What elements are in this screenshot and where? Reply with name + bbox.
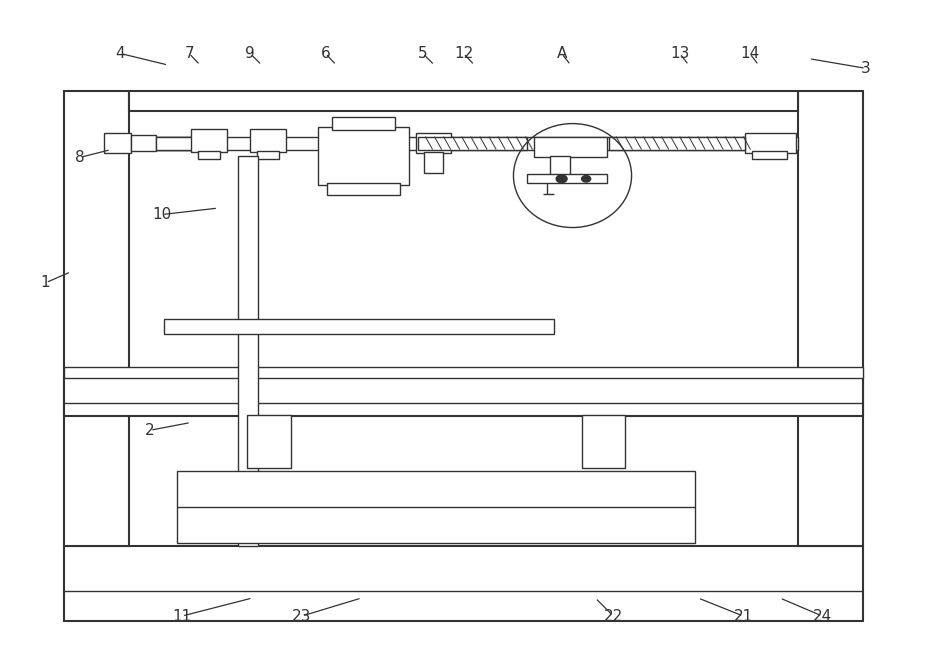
Text: 23: 23 <box>292 609 311 624</box>
Text: 6: 6 <box>321 46 330 61</box>
Bar <box>157 137 211 150</box>
Bar <box>191 129 227 152</box>
Text: 21: 21 <box>733 609 753 624</box>
Bar <box>534 137 607 157</box>
Bar <box>64 377 863 416</box>
Bar <box>238 156 259 546</box>
Bar <box>609 137 745 150</box>
Bar <box>332 117 395 130</box>
Bar <box>550 156 570 176</box>
Bar <box>177 471 695 542</box>
Text: 2: 2 <box>146 423 155 438</box>
Text: 1: 1 <box>41 275 50 290</box>
Bar <box>416 133 451 153</box>
Text: 9: 9 <box>245 46 255 61</box>
Text: 7: 7 <box>184 46 194 61</box>
Bar <box>104 133 131 153</box>
Bar <box>131 135 157 151</box>
Text: 12: 12 <box>454 46 473 61</box>
Bar <box>248 414 291 468</box>
Bar <box>64 367 863 379</box>
Bar <box>129 137 798 150</box>
Text: 3: 3 <box>861 61 870 76</box>
Text: 11: 11 <box>172 609 192 624</box>
Bar <box>198 151 220 158</box>
Bar <box>527 174 607 184</box>
Bar <box>753 151 787 158</box>
Bar <box>129 137 211 150</box>
Text: 8: 8 <box>75 150 85 165</box>
Bar <box>425 152 442 173</box>
Bar <box>164 318 554 334</box>
Bar <box>64 546 863 621</box>
Circle shape <box>581 176 590 182</box>
Bar <box>129 91 798 111</box>
Bar <box>418 137 527 150</box>
Text: 24: 24 <box>813 609 832 624</box>
Bar <box>798 91 863 546</box>
Text: 4: 4 <box>115 46 125 61</box>
Text: 10: 10 <box>152 207 171 222</box>
Text: 14: 14 <box>740 46 759 61</box>
Circle shape <box>556 175 567 183</box>
Text: 13: 13 <box>670 46 690 61</box>
Bar <box>318 127 409 186</box>
Text: 22: 22 <box>603 609 623 624</box>
Bar <box>745 133 796 153</box>
Bar <box>327 184 400 195</box>
Text: 5: 5 <box>418 46 427 61</box>
Bar <box>581 414 625 468</box>
Text: A: A <box>556 46 566 61</box>
Bar <box>258 151 279 158</box>
Bar <box>64 91 129 546</box>
Bar <box>250 129 286 152</box>
